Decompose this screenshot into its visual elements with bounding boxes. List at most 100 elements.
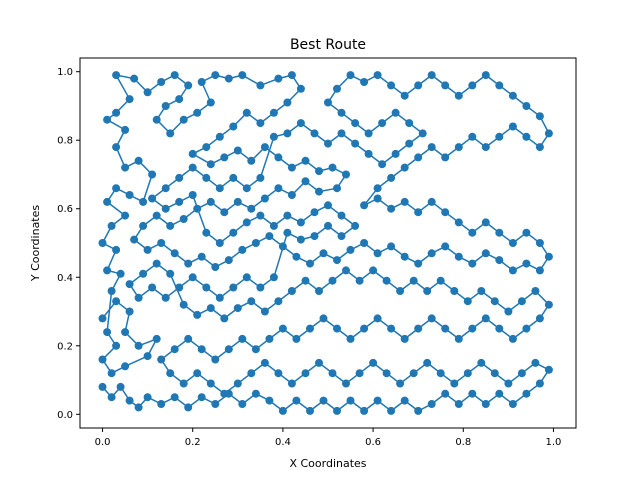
route-point bbox=[193, 204, 202, 213]
route-point bbox=[405, 119, 414, 128]
route-point bbox=[247, 204, 256, 213]
route-point bbox=[454, 334, 463, 343]
route-line bbox=[101, 74, 550, 412]
route-point bbox=[468, 324, 477, 333]
route-point bbox=[481, 314, 490, 323]
route-point bbox=[269, 132, 278, 141]
route-point bbox=[107, 369, 116, 378]
route-point bbox=[256, 173, 265, 182]
route-point bbox=[310, 129, 319, 138]
route-point bbox=[233, 146, 242, 155]
route-point bbox=[337, 108, 346, 117]
route-point bbox=[211, 400, 220, 408]
route-point bbox=[315, 287, 323, 295]
route-point bbox=[112, 71, 121, 80]
route-point bbox=[265, 232, 274, 241]
route-point bbox=[170, 71, 179, 80]
route-point bbox=[98, 314, 107, 323]
route-point bbox=[103, 197, 112, 206]
route-point bbox=[481, 249, 490, 258]
route-point bbox=[103, 266, 112, 275]
route-point bbox=[517, 369, 526, 378]
route-point bbox=[319, 396, 328, 405]
route-point bbox=[544, 252, 553, 261]
route-point bbox=[508, 239, 517, 247]
route-point bbox=[125, 95, 134, 104]
route-point bbox=[242, 108, 251, 117]
route-point bbox=[256, 81, 265, 90]
x-tick-label: 0.2 bbox=[185, 437, 201, 448]
route-point bbox=[544, 300, 553, 309]
route-point bbox=[161, 293, 170, 302]
route-point bbox=[414, 81, 423, 90]
route-point bbox=[188, 273, 197, 282]
route-point bbox=[224, 74, 233, 83]
route-point bbox=[188, 149, 197, 158]
route-point bbox=[360, 406, 369, 415]
route-point bbox=[351, 139, 360, 148]
route-point bbox=[125, 396, 134, 405]
route-point bbox=[265, 396, 274, 405]
route-point bbox=[441, 153, 450, 162]
route-point bbox=[441, 324, 450, 333]
route-point bbox=[224, 389, 233, 398]
route-point bbox=[337, 129, 346, 138]
route-point bbox=[157, 239, 166, 247]
route-point bbox=[508, 122, 517, 131]
route-point bbox=[238, 334, 247, 343]
route-point bbox=[296, 218, 305, 227]
route-point bbox=[197, 393, 206, 402]
route-point bbox=[283, 129, 292, 138]
route-point bbox=[382, 276, 391, 285]
route-point bbox=[490, 297, 499, 306]
route-point bbox=[495, 228, 504, 237]
route-point bbox=[477, 358, 486, 367]
route-point bbox=[179, 300, 188, 309]
route-point bbox=[387, 242, 396, 251]
route-point bbox=[369, 266, 378, 275]
route-point bbox=[400, 197, 409, 206]
route-point bbox=[391, 108, 400, 117]
route-point bbox=[112, 108, 121, 117]
route-point bbox=[175, 283, 184, 292]
route-point bbox=[315, 358, 323, 367]
y-tick-label: 0.2 bbox=[57, 341, 73, 352]
route-point bbox=[454, 218, 463, 227]
route-point bbox=[333, 324, 341, 333]
route-point bbox=[441, 81, 450, 90]
route-point bbox=[427, 143, 436, 152]
route-point bbox=[130, 235, 139, 244]
route-point bbox=[112, 245, 121, 254]
plot-area bbox=[98, 71, 553, 415]
route-point bbox=[522, 324, 531, 333]
route-point bbox=[287, 287, 296, 295]
route-point bbox=[373, 184, 382, 193]
route-point bbox=[161, 102, 170, 110]
route-point bbox=[315, 167, 323, 176]
route-point bbox=[134, 156, 143, 165]
route-point bbox=[229, 122, 238, 131]
route-point bbox=[351, 119, 360, 128]
route-point bbox=[206, 304, 215, 313]
route-point bbox=[337, 211, 346, 220]
route-point bbox=[351, 221, 360, 230]
route-point bbox=[508, 400, 517, 408]
chart-title: Best Route bbox=[290, 37, 366, 53]
route-point bbox=[414, 153, 423, 162]
route-point bbox=[116, 382, 125, 391]
y-tick-label: 0.6 bbox=[57, 204, 73, 215]
route-point bbox=[418, 129, 427, 138]
route-point bbox=[400, 334, 409, 343]
route-point bbox=[396, 287, 405, 295]
route-point bbox=[292, 396, 301, 405]
route-point bbox=[121, 328, 130, 337]
route-point bbox=[468, 259, 477, 268]
route-point bbox=[373, 396, 382, 405]
route-point bbox=[387, 406, 396, 415]
route-point bbox=[346, 396, 355, 405]
route-point bbox=[125, 191, 134, 199]
route-point bbox=[202, 143, 211, 152]
route-point bbox=[400, 91, 409, 100]
route-point bbox=[355, 369, 364, 378]
route-point bbox=[98, 382, 107, 391]
